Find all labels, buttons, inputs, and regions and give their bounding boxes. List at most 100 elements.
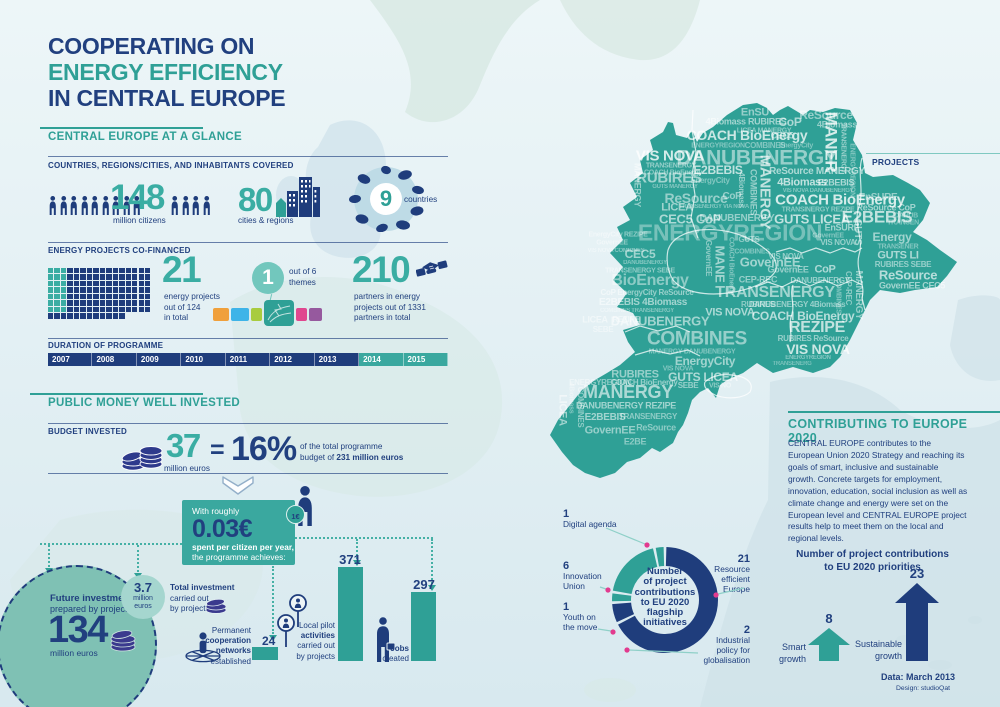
project-cell <box>99 274 106 280</box>
energy-sketch-icon <box>267 303 292 323</box>
project-cell <box>112 280 119 287</box>
label-line: energy projects <box>164 292 220 301</box>
label-line: Permanent <box>211 626 251 635</box>
dotted-line <box>137 545 139 572</box>
budget-desc-pre: budget of <box>300 452 337 462</box>
project-cell <box>132 280 138 287</box>
project-cell <box>125 280 131 287</box>
project-cell <box>48 306 54 313</box>
project-cell <box>112 313 119 319</box>
donut-label-industrial: 2 Industrial policy for globalisation <box>700 624 750 666</box>
project-cell <box>119 313 125 319</box>
label-line: carried out <box>297 641 335 651</box>
donut-center-text: Number of project contributions to EU 20… <box>625 566 705 629</box>
project-cell <box>106 300 112 306</box>
project-cell <box>60 313 67 319</box>
eu2020-donut-chart <box>612 547 718 654</box>
project-cell <box>138 274 144 280</box>
turkey-shape <box>950 295 1000 381</box>
citizens-value: 148 <box>110 178 165 217</box>
project-cell <box>145 306 151 313</box>
project-cell <box>73 287 80 293</box>
label: Union <box>563 581 585 591</box>
label-line: growth <box>778 653 806 664</box>
label-line: networks <box>215 646 251 656</box>
project-cell <box>99 313 106 319</box>
theme-swatch-innovation <box>213 308 229 321</box>
countries-label: countries <box>404 195 438 204</box>
project-cell <box>112 268 119 274</box>
project-cell <box>106 287 112 293</box>
dotted-line <box>48 545 50 567</box>
project-cell <box>67 268 73 274</box>
project-cell <box>60 300 67 306</box>
theme-swatch-environment <box>251 308 262 321</box>
jobs-value: 297 <box>413 577 435 592</box>
value: 1 <box>563 601 570 613</box>
project-cell <box>67 300 73 306</box>
person-icon <box>202 196 212 215</box>
label: Resource <box>714 564 750 575</box>
project-cell <box>93 293 99 300</box>
project-cell <box>145 287 151 293</box>
project-cell <box>54 268 60 274</box>
person-icon <box>170 196 180 215</box>
project-cell <box>93 306 99 313</box>
project-cell <box>86 274 93 280</box>
project-cell <box>132 293 138 300</box>
future-label-1: Future investment <box>50 593 133 604</box>
project-cell <box>119 280 125 287</box>
sicily-shape <box>584 678 636 702</box>
total-label: Total investment carried out by projects <box>170 583 234 615</box>
project-cell <box>119 306 125 313</box>
label: globalisation <box>703 654 750 665</box>
rule <box>48 242 448 243</box>
section-rule <box>40 127 203 129</box>
project-cell <box>93 274 99 280</box>
label-line: projects out of 1331 <box>354 302 426 312</box>
smart-label: Smart growth <box>774 642 806 665</box>
timeline-year: 2007 <box>48 353 93 366</box>
project-cell <box>145 280 151 287</box>
project-cell <box>54 293 60 300</box>
countries-center: 9 <box>370 183 402 215</box>
project-cell <box>48 300 54 306</box>
theme-swatch-competitiveness <box>296 308 307 321</box>
project-cell <box>125 293 131 300</box>
themes-circle: 1 <box>252 262 284 294</box>
project-cell <box>73 293 80 300</box>
design-note: Design: studioQat <box>895 685 950 692</box>
citizens-icons-left <box>48 196 142 215</box>
island-shape <box>968 616 982 624</box>
project-cell <box>138 280 144 287</box>
project-cell <box>73 313 80 319</box>
per-citizen-intro: With roughly <box>192 506 240 516</box>
center-line: to EU 2020 <box>640 596 690 608</box>
project-cell <box>106 306 112 313</box>
sustainable-value: 23 <box>909 566 925 581</box>
label: Europe <box>722 583 750 594</box>
dotted-line <box>272 566 274 634</box>
project-cell <box>73 280 80 287</box>
label-line: established <box>210 656 251 666</box>
project-cell <box>60 293 67 300</box>
timeline-year: 2015 <box>403 353 448 366</box>
project-cell <box>138 306 144 313</box>
networks-label: Permanent cooperation networks establish… <box>205 626 251 667</box>
project-cell <box>80 274 86 280</box>
donut-label-youth: 1 Youth on the move <box>563 601 597 633</box>
donut-label-innovation: 6 Innovation Union <box>563 560 602 592</box>
person-icon <box>69 196 79 215</box>
glance-header: CENTRAL EUROPE AT A GLANCE <box>48 131 242 143</box>
project-cell <box>86 268 93 274</box>
pilot-value: 371 <box>339 552 361 567</box>
project-cell <box>67 293 73 300</box>
project-cell <box>145 293 151 300</box>
value: 21 <box>737 553 750 565</box>
per-citizen-line1: spent per citizen per year, <box>192 542 294 553</box>
label-line: carried out <box>170 593 209 603</box>
person-icon <box>90 196 100 215</box>
project-cell <box>119 300 125 306</box>
country-blobs <box>349 166 424 232</box>
project-cell <box>48 287 54 293</box>
